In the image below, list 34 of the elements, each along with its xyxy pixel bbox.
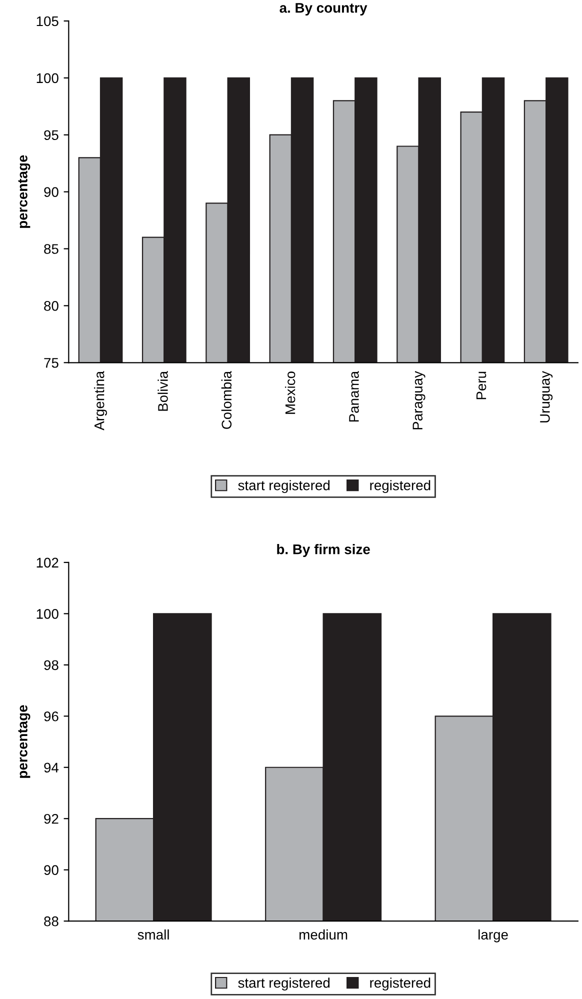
x-tick-label: Bolivia (158, 370, 168, 411)
chart-title: a. By country (280, 3, 368, 16)
x-tick-label: Mexico (285, 372, 296, 414)
y-tick-label: 98 (44, 660, 58, 670)
x-tick-label: Paraguay (412, 370, 426, 430)
y-tick-label: 95 (44, 130, 58, 140)
y-tick-label: 96 (44, 711, 58, 722)
x-tick-label: Uruguay (540, 370, 553, 422)
x-tick-label: Argentina (94, 370, 107, 430)
y-tick-label: 90 (44, 187, 58, 197)
y-tick-label: 94 (44, 762, 59, 773)
y-tick-label: 92 (44, 814, 58, 824)
y-tick-label: 85 (44, 244, 58, 254)
legend-label: registered (370, 978, 430, 991)
y-tick-label: 105 (36, 16, 58, 26)
legend-label: start registered (238, 480, 330, 494)
x-tick-label: small (138, 929, 169, 940)
chart-title: b. By firm size (277, 544, 370, 557)
y-tick-label: 100 (36, 609, 58, 619)
y-tick-label: 75 (44, 358, 58, 368)
x-tick-label: Colombia (221, 370, 232, 429)
y-tick-label: 102 (36, 558, 58, 568)
y-tick-label: 88 (44, 916, 58, 926)
x-tick-label: medium (300, 929, 348, 940)
y-tick-label: 90 (44, 865, 58, 876)
y-axis-title: percentage (18, 705, 30, 778)
y-axis-title: percentage (18, 155, 30, 228)
legend-label: registered (370, 480, 430, 494)
y-tick-label: 80 (44, 301, 58, 311)
y-tick-label: 100 (36, 73, 58, 84)
legend-label: start registered (238, 978, 330, 991)
x-tick-label: Peru (476, 372, 486, 400)
x-tick-label: Panama (349, 370, 359, 422)
x-tick-label: large (478, 929, 508, 942)
